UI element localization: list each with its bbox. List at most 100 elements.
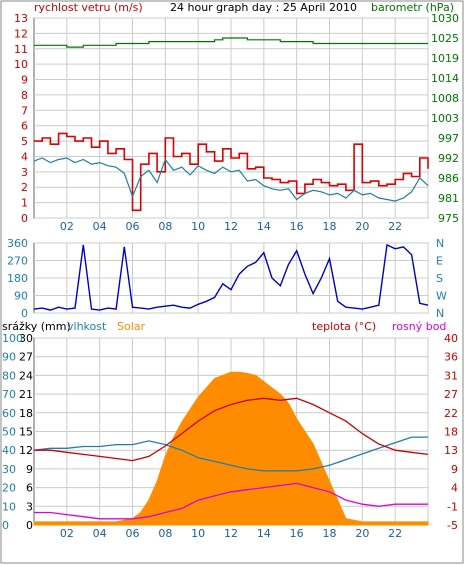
panel1-left-tick: 10 [14, 58, 28, 71]
panel3-temp-tick: 27 [444, 388, 458, 401]
panel3-temp-tick: 31 [444, 369, 458, 382]
panel3-x-tick: 18 [323, 527, 337, 540]
panel3-x-tick: 22 [388, 527, 402, 540]
panel1-right-tick: 981 [438, 192, 459, 205]
panel3-humidity-tick: 20 [2, 482, 16, 495]
panel3-precip-tick: 6 [26, 482, 33, 495]
panel1-right-tick: 1008 [431, 92, 459, 105]
panel3-humidity-tick: 10 [2, 500, 16, 513]
panel3-x-tick: 10 [191, 527, 205, 540]
panel2-right-tick: S [436, 272, 443, 285]
panel3-humidity-tick: 50 [2, 426, 16, 439]
panel3-temp-tick: 9 [451, 463, 458, 476]
panel2-right-tick: W [436, 290, 447, 303]
panel1-x-tick: 04 [93, 220, 107, 233]
panel3-x-tick: 02 [60, 527, 74, 540]
solar-area [33, 371, 429, 526]
precip-label: srážky (mm) [2, 320, 71, 333]
panel1-right-tick: 1019 [431, 52, 459, 65]
humidity-label: vlhkost [67, 320, 107, 333]
panel3-x-tick: 20 [355, 527, 369, 540]
panel3-precip-tick: 24 [19, 369, 33, 382]
panel2-left-tick: 270 [7, 255, 28, 268]
wind-baro-panel: 0123456789101112139759819869929971003100… [14, 12, 459, 233]
panel1-right-tick: 997 [438, 132, 459, 145]
panel3-precip-tick: 12 [19, 444, 33, 457]
direction-line [33, 243, 429, 311]
panel2-left-tick: 0 [21, 307, 28, 320]
panel1-left-tick: 2 [21, 181, 28, 194]
panel1-x-tick: 18 [323, 220, 337, 233]
panel1-left-tick: 1 [21, 197, 28, 210]
barometer-line [34, 37, 428, 48]
panel2-left-tick: 90 [14, 290, 28, 303]
panel1-right-tick: 1003 [431, 112, 459, 125]
direction-panel: 0 N 90 W 180 S 270 E 360 N [7, 237, 447, 320]
panel3-temp-tick: -5 [447, 519, 458, 532]
panel1-right-tick: 986 [438, 172, 459, 185]
panel1-right-tick: 1025 [431, 32, 459, 45]
panel3-temp-tick: 22 [444, 407, 458, 420]
temperature-line [34, 397, 429, 462]
panel3-precip-tick: 21 [19, 388, 33, 401]
panel3-humidity-tick: 90 [2, 351, 16, 364]
chart-title: 24 hour graph day : 25 April 2010 [170, 1, 357, 14]
panel1-left-tick: 11 [14, 43, 28, 56]
panel3-temp-tick: 18 [444, 426, 458, 439]
dewpoint-label: rosný bod [392, 320, 446, 333]
panel1-left-tick: 13 [14, 12, 28, 25]
panel1-x-tick: 16 [290, 220, 304, 233]
wind-avg-line [33, 157, 429, 202]
panel3-precip-tick: 9 [26, 463, 33, 476]
panel1-x-tick: 12 [224, 220, 238, 233]
panel1-x-tick: 20 [355, 220, 369, 233]
panel3-precip-tick: 18 [19, 407, 33, 420]
panel1-x-tick: 22 [388, 220, 402, 233]
panel3-temp-tick: 36 [444, 351, 458, 364]
panel1-x-tick: 14 [257, 220, 271, 233]
barometer-axis-label: barometr (hPa) [371, 1, 454, 14]
panel2-right-tick: N [436, 237, 444, 250]
panel2-left-tick: 180 [7, 272, 28, 285]
panel1-right-tick: 992 [438, 152, 459, 165]
panel1-left-tick: 5 [21, 135, 28, 148]
panel3-temp-tick: 4 [451, 482, 458, 495]
wind-axis-label: rychlost vetru (m/s) [34, 1, 143, 14]
panel3-humidity-tick: 100 [2, 332, 23, 345]
panel1-left-tick: 9 [21, 74, 28, 87]
panel2-right-tick: E [436, 255, 443, 268]
panel3-humidity-tick: 40 [2, 444, 16, 457]
panel3-precip-tick: 30 [19, 332, 33, 345]
panel1-left-tick: 3 [21, 166, 28, 179]
panel3-x-tick: 16 [290, 527, 304, 540]
panel3-temp-tick: 40 [444, 332, 458, 345]
wind-gust-line [34, 132, 429, 212]
panel3-x-tick: 12 [224, 527, 238, 540]
panel1-left-tick: 12 [14, 27, 28, 40]
panel1-left-tick: 0 [21, 212, 28, 225]
panel1-x-tick: 08 [158, 220, 172, 233]
panel2-left-tick: 360 [7, 237, 28, 250]
panel1-right-tick: 1014 [431, 72, 459, 85]
panel3-humidity-tick: 70 [2, 388, 16, 401]
panel3-temp-tick: 13 [444, 444, 458, 457]
panel3-precip-tick: 0 [26, 519, 33, 532]
panel1-left-tick: 7 [21, 104, 28, 117]
panel3-x-tick: 04 [93, 527, 107, 540]
panel3-humidity-tick: 60 [2, 407, 16, 420]
panel3-humidity-tick: 80 [2, 369, 16, 382]
panel3-humidity-tick: 0 [2, 519, 9, 532]
solar-label: Solar [117, 320, 146, 333]
panel3-precip-tick: 15 [19, 426, 33, 439]
panel3-x-tick: 08 [158, 527, 172, 540]
temperature-label: teplota (°C) [312, 320, 376, 333]
panel1-left-tick: 4 [21, 150, 28, 163]
panel1-left-tick: 8 [21, 89, 28, 102]
panel3-temp-tick: -1 [447, 500, 458, 513]
panel2-right-tick: N [436, 307, 444, 320]
panel3-x-tick: 14 [257, 527, 271, 540]
panel1-left-tick: 6 [21, 120, 28, 133]
panel3-precip-tick: 3 [26, 500, 33, 513]
